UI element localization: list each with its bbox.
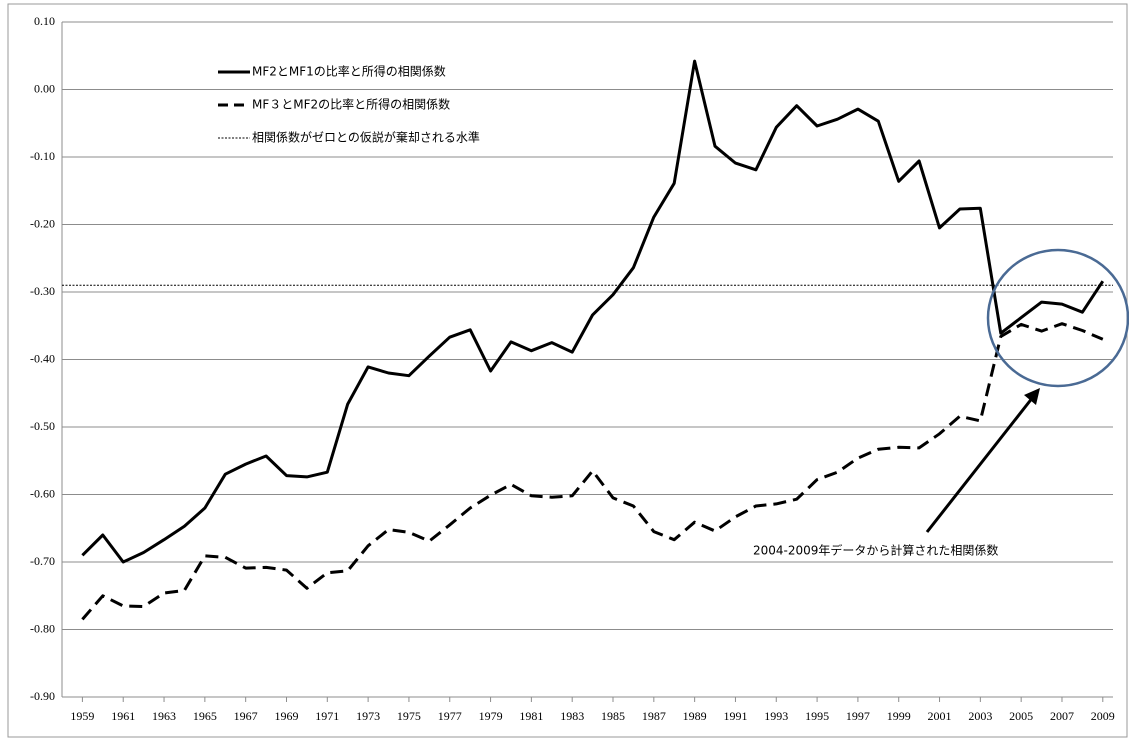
y-tick-label: 0.10 bbox=[34, 14, 55, 28]
y-tick-label: -0.70 bbox=[30, 554, 55, 568]
x-tick-label: 1981 bbox=[519, 709, 543, 723]
x-tick-label: 1971 bbox=[315, 709, 339, 723]
x-tick-label: 1985 bbox=[601, 709, 625, 723]
y-tick-label: -0.90 bbox=[30, 689, 55, 703]
x-tick-label: 1959 bbox=[70, 709, 94, 723]
y-tick-label: 0.00 bbox=[34, 81, 55, 95]
x-tick-label: 1995 bbox=[805, 709, 829, 723]
x-tick-label: 1963 bbox=[152, 709, 176, 723]
x-tick-label: 1969 bbox=[274, 709, 298, 723]
y-tick-label: -0.60 bbox=[30, 486, 55, 500]
y-tick-label: -0.20 bbox=[30, 216, 55, 230]
x-tick-label: 1991 bbox=[723, 709, 747, 723]
x-tick-label: 2005 bbox=[1009, 709, 1033, 723]
x-tick-label: 1979 bbox=[479, 709, 503, 723]
y-tick-label: -0.80 bbox=[30, 621, 55, 635]
legend-label: MF2とMF1の比率と所得の相関係数 bbox=[252, 64, 446, 79]
x-tick-label: 1961 bbox=[111, 709, 135, 723]
highlight-circle bbox=[986, 248, 1129, 388]
x-tick-label: 1983 bbox=[560, 709, 584, 723]
x-tick-label: 1989 bbox=[683, 709, 707, 723]
x-tick-label: 1967 bbox=[234, 709, 258, 723]
plot: 0.10 0.00 -0.10 -0.20 -0.30 -0.40 -0.50 -0.60 -0… bbox=[30, 14, 1115, 723]
x-tick-label: 1977 bbox=[438, 709, 462, 723]
legend-label: 相関係数がゼロとの仮説が棄却される水準 bbox=[252, 130, 480, 145]
series-line bbox=[81, 59, 1105, 564]
x-tick-label: 1975 bbox=[397, 709, 421, 723]
y-tick-label: -0.30 bbox=[30, 284, 55, 298]
x-tick-label: 1993 bbox=[764, 709, 788, 723]
y-tick-label: -0.50 bbox=[30, 419, 55, 433]
x-tick-label: 1997 bbox=[846, 709, 870, 723]
x-tick-label: 1999 bbox=[887, 709, 911, 723]
series-line bbox=[81, 322, 1104, 621]
annotation-arrow bbox=[925, 396, 1035, 533]
chart-border bbox=[7, 3, 1128, 738]
x-tick-label: 2009 bbox=[1091, 709, 1115, 723]
x-tick-label: 1973 bbox=[356, 709, 380, 723]
y-tick-label: -0.40 bbox=[30, 351, 55, 365]
annotation: 2004-2009年データから計算された相関係数 bbox=[753, 543, 998, 558]
legend-label: MF３とMF2の比率と所得の相関係数 bbox=[252, 97, 450, 112]
x-tick-label: 2007 bbox=[1050, 709, 1074, 723]
x-tick-label: 1965 bbox=[193, 709, 217, 723]
x-tick-label: 2003 bbox=[968, 709, 992, 723]
x-tick-label: 2001 bbox=[928, 709, 952, 723]
arrow-head bbox=[1024, 388, 1040, 405]
x-tick-label: 1987 bbox=[642, 709, 666, 723]
y-tick-label: -0.10 bbox=[30, 149, 55, 163]
